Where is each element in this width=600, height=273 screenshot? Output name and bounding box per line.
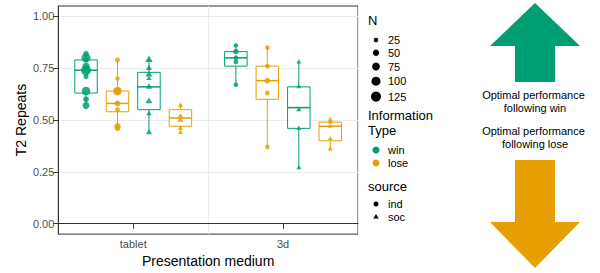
- svg-text:soc: soc: [388, 211, 406, 223]
- svg-text:ind: ind: [388, 198, 403, 210]
- svg-text:75: 75: [388, 61, 400, 73]
- svg-text:100: 100: [388, 75, 406, 87]
- svg-text:0.75: 0.75: [33, 62, 54, 74]
- svg-text:125: 125: [388, 91, 406, 103]
- svg-text:source: source: [368, 179, 407, 194]
- svg-text:T2 Repeats: T2 Repeats: [13, 84, 29, 156]
- svg-text:Optimal performance: Optimal performance: [482, 89, 588, 101]
- svg-text:0.25: 0.25: [33, 166, 54, 178]
- svg-text:win: win: [387, 144, 405, 156]
- svg-text:1.00: 1.00: [33, 10, 54, 22]
- svg-text:0.50: 0.50: [33, 114, 54, 126]
- svg-text:3d: 3d: [277, 238, 289, 250]
- svg-text:25: 25: [388, 34, 400, 46]
- svg-text:following win: following win: [504, 102, 566, 114]
- svg-text:Type: Type: [368, 123, 396, 138]
- svg-text:Optimal performance: Optimal performance: [482, 125, 588, 137]
- svg-text:Information: Information: [368, 108, 437, 123]
- svg-text:N: N: [368, 13, 377, 28]
- svg-text:tablet: tablet: [120, 238, 147, 250]
- svg-text:lose: lose: [388, 157, 408, 169]
- svg-text:Presentation medium: Presentation medium: [142, 253, 274, 269]
- svg-text:50: 50: [388, 47, 400, 59]
- svg-text:0.00: 0.00: [33, 218, 54, 230]
- svg-text:following lose: following lose: [502, 138, 568, 150]
